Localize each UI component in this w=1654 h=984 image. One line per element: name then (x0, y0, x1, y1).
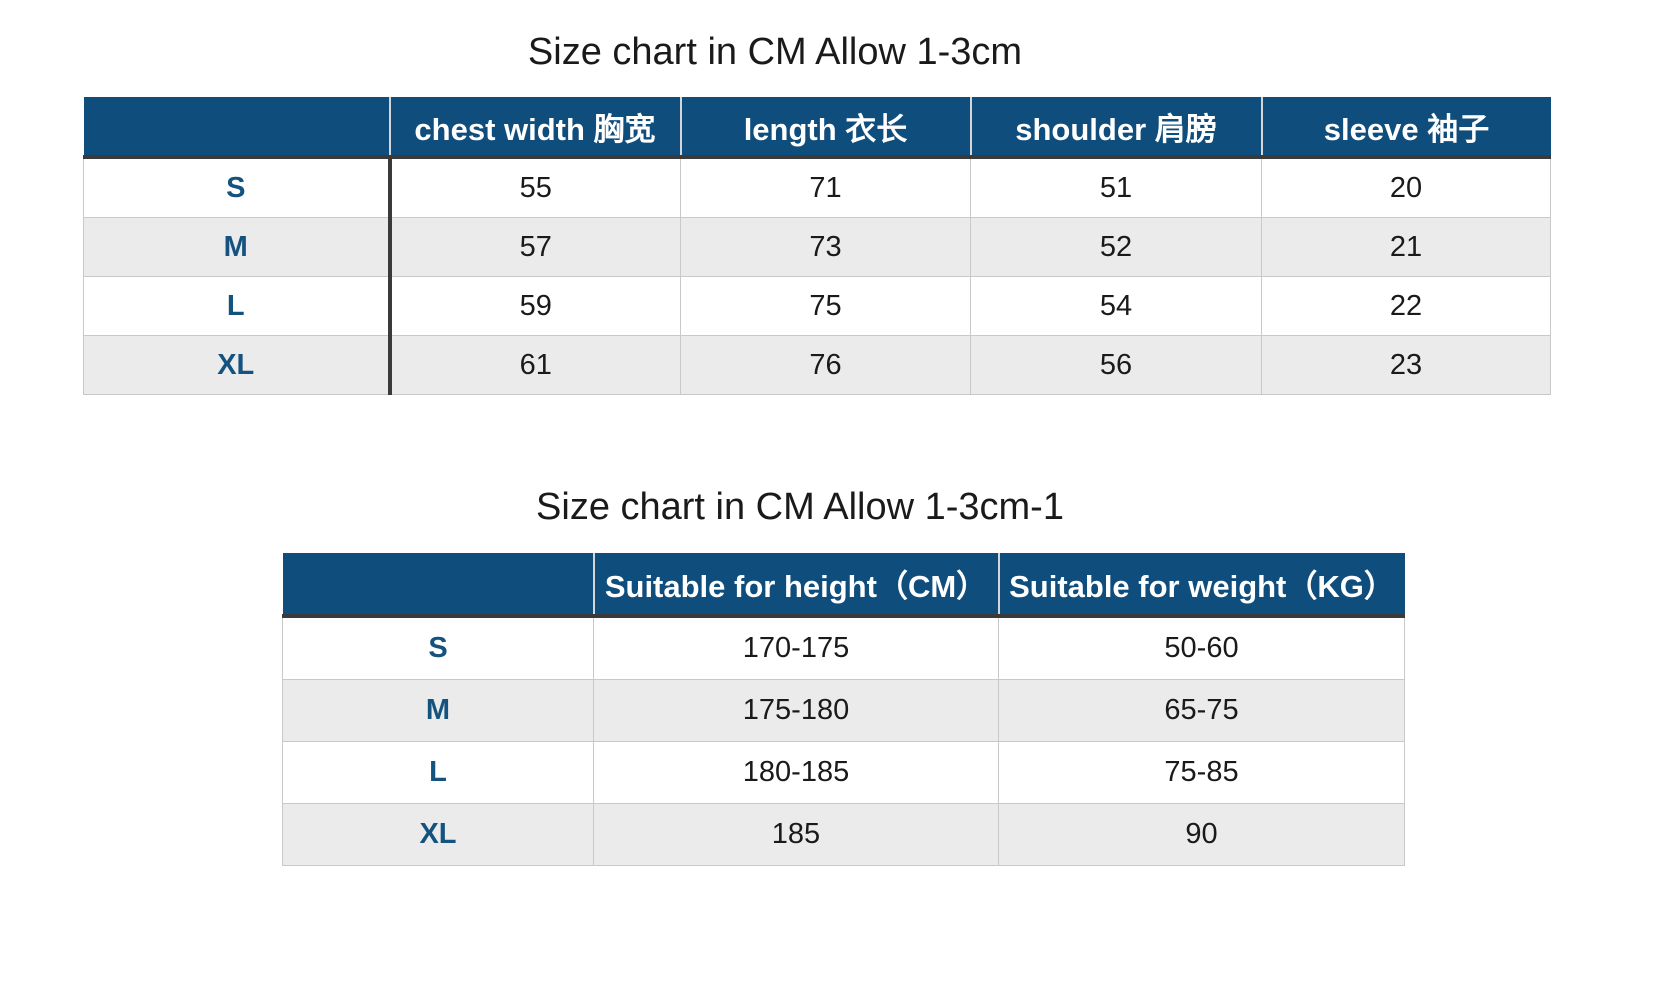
header-cell-empty (83, 97, 390, 159)
value-cell: 75 (680, 276, 971, 336)
header-cell-sleeve: sleeve 袖子 (1260, 97, 1551, 159)
size-cell: M (83, 217, 392, 277)
value-cell: 22 (1261, 276, 1551, 336)
size-cell: XL (282, 803, 594, 866)
header-row: chest width 胸宽 length 衣长 shoulder 肩膀 sle… (83, 97, 1551, 159)
value-cell: 185 (593, 803, 999, 866)
table-row-l: L 59 75 54 22 (83, 276, 1551, 336)
value-cell: 50-60 (998, 615, 1405, 680)
size-cell: XL (83, 335, 392, 395)
value-cell: 76 (680, 335, 971, 395)
table-row-m: M 57 73 52 21 (83, 217, 1551, 277)
size-cell: S (83, 156, 392, 218)
value-cell: 54 (970, 276, 1262, 336)
header-cell-empty (282, 553, 594, 618)
value-cell: 51 (970, 156, 1262, 218)
header-cell-chest-width: chest width 胸宽 (388, 97, 681, 159)
size-cell: L (282, 741, 594, 804)
size-chart-1-title: Size chart in CM Allow 1-3cm (527, 31, 1023, 73)
table-row-l: L 180-185 75-85 (282, 741, 1405, 804)
header-cell-suitable-height: Suitable for height（CM） (592, 553, 999, 618)
table-row-s: S 55 71 51 20 (83, 156, 1551, 218)
value-cell: 175-180 (593, 679, 999, 742)
table-row-xl: XL 185 90 (282, 803, 1405, 866)
value-cell: 90 (998, 803, 1405, 866)
header-cell-length: length 衣长 (679, 97, 971, 159)
value-cell: 65-75 (998, 679, 1405, 742)
header-cell-shoulder: shoulder 肩膀 (969, 97, 1262, 159)
header-cell-suitable-weight: Suitable for weight（KG） (997, 553, 1405, 618)
value-cell: 23 (1261, 335, 1551, 395)
value-cell: 180-185 (593, 741, 999, 804)
size-chart-2-header: Suitable for height（CM） Suitable for wei… (282, 553, 1405, 618)
table-row-xl: XL 61 76 56 23 (83, 335, 1551, 395)
size-cell: S (282, 615, 594, 680)
value-cell: 61 (389, 335, 681, 395)
size-chart-2-body: S 170-175 50-60 M 175-180 65-75 L 180-18… (282, 615, 1405, 866)
value-cell: 55 (389, 156, 681, 218)
value-cell: 75-85 (998, 741, 1405, 804)
value-cell: 20 (1261, 156, 1551, 218)
size-chart-2-table: Suitable for height（CM） Suitable for wei… (282, 553, 1405, 866)
table-row-s: S 170-175 50-60 (282, 615, 1405, 680)
value-cell: 56 (970, 335, 1262, 395)
header-row: Suitable for height（CM） Suitable for wei… (282, 553, 1405, 618)
value-cell: 73 (680, 217, 971, 277)
value-cell: 59 (389, 276, 681, 336)
value-cell: 57 (389, 217, 681, 277)
size-chart-1-table: chest width 胸宽 length 衣长 shoulder 肩膀 sle… (83, 97, 1551, 395)
value-cell: 21 (1261, 217, 1551, 277)
size-chart-1-body: S 55 71 51 20 M 57 73 52 21 L 59 75 54 2… (83, 156, 1551, 395)
table-row-m: M 175-180 65-75 (282, 679, 1405, 742)
size-chart-2-title: Size chart in CM Allow 1-3cm-1 (536, 486, 1064, 528)
value-cell: 71 (680, 156, 971, 218)
value-cell: 170-175 (593, 615, 999, 680)
size-chart-1-header: chest width 胸宽 length 衣长 shoulder 肩膀 sle… (83, 97, 1551, 159)
value-cell: 52 (970, 217, 1262, 277)
size-cell: M (282, 679, 594, 742)
size-cell: L (83, 276, 392, 336)
